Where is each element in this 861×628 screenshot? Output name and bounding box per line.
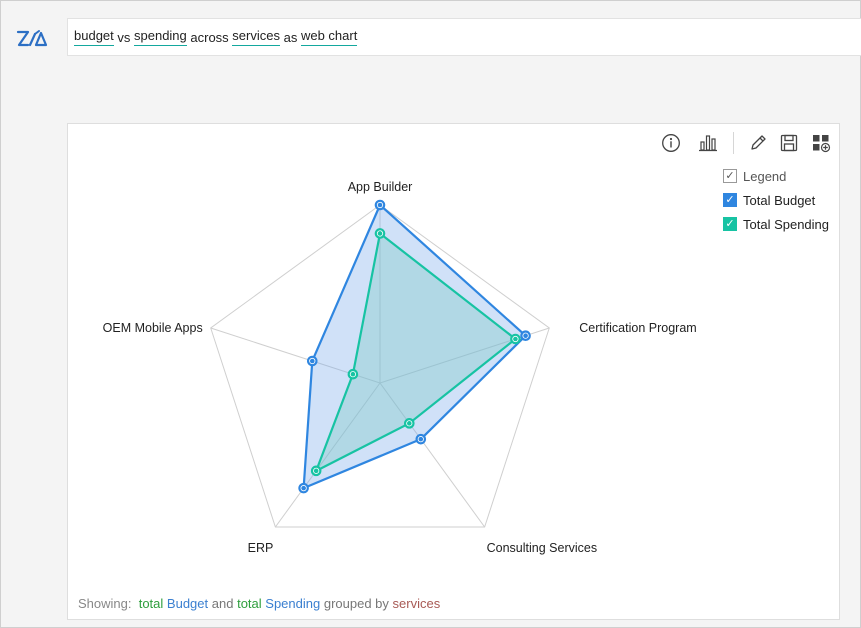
data-point-dot [377,231,383,236]
summary-word: services [392,596,441,611]
legend-title: Legend [743,168,787,184]
info-icon[interactable] [658,130,684,156]
legend-item-label: Total Spending [743,216,830,232]
summary-word: grouped by [323,596,389,611]
axis-label: OEM Mobile Apps [103,321,203,335]
summary-word: Spending [265,596,321,611]
series-area [315,232,517,472]
axis-label: ERP [248,541,274,555]
summary-prefix: Showing: [78,596,132,611]
save-icon[interactable] [776,130,802,156]
data-point-dot [301,485,306,491]
data-point-dot [418,436,424,442]
query-token[interactable]: web chart [300,28,358,46]
chart-panel: App Builder Certification Program Consulti… [67,123,840,620]
query-text: vs [113,29,134,45]
toolbar-divider [733,132,734,154]
data-point-dot [313,468,319,474]
data-point-dot [406,421,412,426]
axis-label: Certification Program [579,321,696,335]
edit-icon[interactable] [745,130,771,156]
series-area [302,203,527,490]
chart-summary: Showing: total Budget and total Spending… [78,596,440,611]
query-text: as [279,29,301,45]
radar-grid [210,204,550,528]
axis-label: Consulting Services [487,541,597,555]
data-point-dot [513,336,518,342]
data-point-dot [309,358,315,364]
query-text: across [186,29,233,45]
data-point-dot [377,202,383,208]
checkbox-icon: ✓ [723,217,737,231]
query-token[interactable]: budget [74,28,114,46]
add-to-dashboard-icon[interactable] [808,130,834,156]
data-point-dot [523,333,528,338]
summary-word: and [211,596,234,611]
query-input[interactable]: budget vs spending across services as we… [67,18,861,56]
summary-word: total [138,596,164,611]
checkbox-icon: ✓ [723,193,737,207]
radar-chart: App Builder Certification Program Consulti… [103,180,697,555]
legend-item-total-budget[interactable]: ✓ Total Budget [723,188,829,212]
legend-toggle[interactable]: ✓ Legend [723,164,829,188]
summary-word: total [237,596,262,611]
axis-label: App Builder [348,180,413,194]
query-token[interactable]: spending [134,28,187,46]
legend-item-label: Total Budget [743,192,816,208]
legend-item-total-spending[interactable]: ✓ Total Spending [723,212,829,236]
zia-logo-icon [16,30,48,47]
legend: ✓ Legend ✓ Total Budget ✓ Total Spending [723,164,829,236]
bar-chart-icon[interactable] [695,130,721,156]
data-point-dot [350,371,356,377]
query-token[interactable]: services [232,28,280,46]
radar-spoke [379,382,486,528]
summary-word: Budget [166,596,209,611]
checkbox-icon: ✓ [723,169,737,183]
radar-spoke [274,382,381,528]
